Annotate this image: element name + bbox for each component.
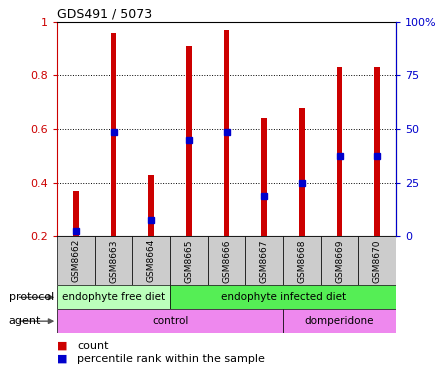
Bar <box>57 285 170 309</box>
Bar <box>170 236 208 285</box>
Text: protocol: protocol <box>9 292 54 302</box>
Bar <box>186 46 192 236</box>
Bar <box>208 236 246 285</box>
Bar <box>337 67 342 236</box>
Text: percentile rank within the sample: percentile rank within the sample <box>77 354 265 364</box>
Bar <box>283 309 396 333</box>
Text: endophyte infected diet: endophyte infected diet <box>220 292 346 302</box>
Text: agent: agent <box>9 316 41 326</box>
Bar <box>57 236 95 285</box>
Bar <box>224 30 229 236</box>
Text: GSM8666: GSM8666 <box>222 239 231 283</box>
Bar <box>170 285 396 309</box>
Text: count: count <box>77 341 109 351</box>
Text: ■: ■ <box>57 341 68 351</box>
Bar <box>261 118 267 236</box>
Bar <box>246 236 283 285</box>
Text: GSM8668: GSM8668 <box>297 239 306 283</box>
Text: GSM8664: GSM8664 <box>147 239 156 283</box>
Text: control: control <box>152 316 188 326</box>
Bar <box>374 67 380 236</box>
Bar <box>95 236 132 285</box>
Bar <box>299 108 305 236</box>
Text: endophyte free diet: endophyte free diet <box>62 292 165 302</box>
Text: GSM8665: GSM8665 <box>184 239 194 283</box>
Text: GSM8670: GSM8670 <box>373 239 381 283</box>
Bar <box>111 33 117 236</box>
Text: GSM8669: GSM8669 <box>335 239 344 283</box>
Text: domperidone: domperidone <box>305 316 374 326</box>
Bar <box>73 191 79 236</box>
Bar <box>283 236 321 285</box>
Bar <box>148 175 154 236</box>
Bar <box>358 236 396 285</box>
Bar <box>321 236 358 285</box>
Text: ■: ■ <box>57 354 68 364</box>
Bar <box>132 236 170 285</box>
Bar <box>57 309 283 333</box>
Text: GSM8667: GSM8667 <box>260 239 269 283</box>
Text: GSM8663: GSM8663 <box>109 239 118 283</box>
Text: GDS491 / 5073: GDS491 / 5073 <box>57 8 152 21</box>
Text: GSM8662: GSM8662 <box>72 239 81 283</box>
